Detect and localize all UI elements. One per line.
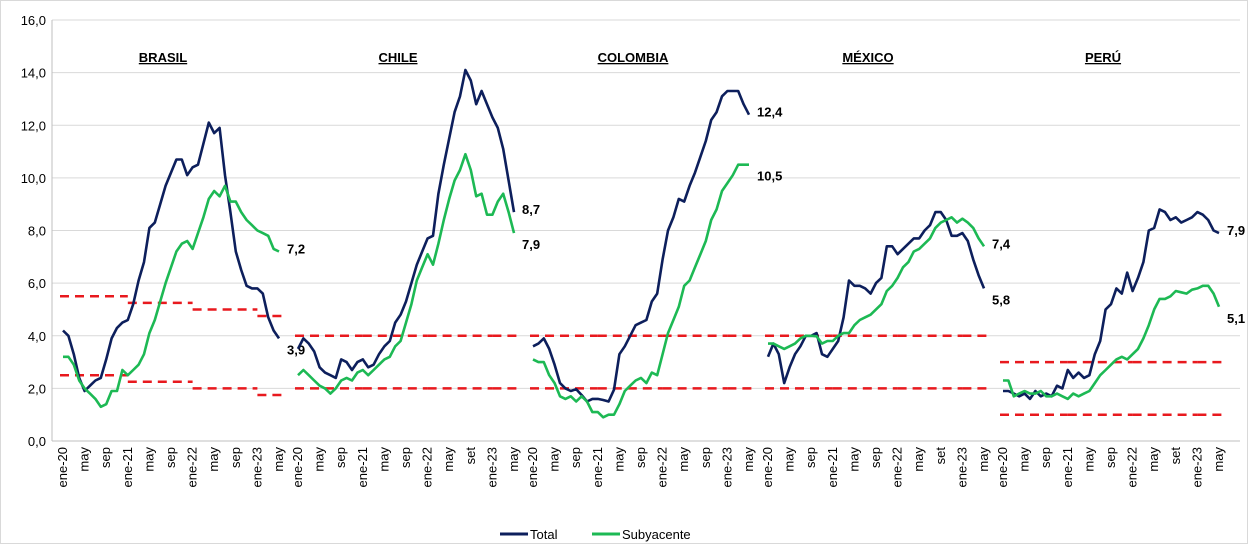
x-tick-label: sep	[698, 447, 713, 468]
x-tick-label: ene-22	[1125, 447, 1140, 487]
line-series	[532, 89, 751, 403]
data-label: 7,2	[287, 242, 305, 257]
x-tick-label: ene-21	[120, 447, 135, 487]
x-tick-label: may	[782, 447, 797, 472]
y-tick-label: 4,0	[28, 329, 46, 344]
x-tick-label: set	[463, 447, 478, 465]
x-tick-label: set	[933, 447, 948, 465]
line-series	[1003, 208, 1220, 401]
x-tick-label: sep	[1103, 447, 1118, 468]
x-tick-label: may	[846, 447, 861, 472]
x-tick-label: ene-22	[655, 447, 670, 487]
x-tick-label: may	[206, 447, 221, 472]
x-tick-label: ene-23	[719, 447, 734, 487]
x-tick-label: sep	[568, 447, 583, 468]
panel-title: MÉXICO	[842, 50, 893, 65]
x-tick-label: ene-21	[355, 447, 370, 487]
data-label: 7,9	[1227, 223, 1245, 238]
x-tick-label: ene-20	[55, 447, 70, 487]
y-tick-label: 12,0	[21, 118, 46, 133]
x-tick-label: may	[741, 447, 756, 472]
panel-title: PERÚ	[1085, 50, 1121, 65]
x-tick-label: sep	[803, 447, 818, 468]
x-tick-label: ene-23	[249, 447, 264, 487]
x-tick-label: may	[312, 447, 327, 472]
data-label: 5,1	[1227, 311, 1245, 326]
x-tick-label: ene-20	[290, 447, 305, 487]
x-tick-label: ene-22	[890, 447, 905, 487]
x-tick-label: ene-20	[760, 447, 775, 487]
line-series	[532, 163, 749, 419]
y-tick-label: 16,0	[21, 13, 46, 28]
x-tick-label: may	[1146, 447, 1161, 472]
x-tick-label: may	[271, 447, 286, 472]
line-series	[1003, 284, 1221, 401]
x-tick-label: ene-21	[825, 447, 840, 487]
y-tick-label: 0,0	[28, 434, 46, 449]
data-label: 7,9	[522, 237, 540, 252]
data-label: 5,8	[992, 292, 1010, 307]
x-tick-label: may	[506, 447, 521, 472]
data-label: 8,7	[522, 202, 540, 217]
data-label: 10,5	[757, 169, 782, 184]
x-tick-label: may	[1081, 447, 1096, 472]
x-tick-label: may	[441, 447, 456, 472]
x-tick-label: sep	[868, 447, 883, 468]
x-tick-label: set	[1168, 447, 1183, 465]
x-tick-label: sep	[398, 447, 413, 468]
line-series	[296, 68, 516, 380]
x-tick-label: sep	[633, 447, 648, 468]
line-series	[62, 121, 281, 393]
panel-title: BRASIL	[139, 50, 187, 65]
x-tick-label: may	[911, 447, 926, 472]
data-label: 7,4	[992, 236, 1011, 251]
x-tick-label: sep	[163, 447, 178, 468]
y-tick-label: 2,0	[28, 381, 46, 396]
x-tick-label: may	[141, 447, 156, 472]
x-tick-label: ene-21	[590, 447, 605, 487]
x-tick-label: ene-20	[995, 447, 1010, 487]
x-tick-label: may	[1211, 447, 1226, 472]
legend-label: Total	[530, 527, 558, 542]
x-tick-label: may	[77, 447, 92, 472]
x-tick-label: ene-23	[1189, 447, 1204, 487]
x-tick-label: ene-20	[525, 447, 540, 487]
x-tick-label: may	[1017, 447, 1032, 472]
y-tick-label: 14,0	[21, 66, 46, 81]
x-tick-label: may	[376, 447, 391, 472]
x-tick-label: ene-22	[420, 447, 435, 487]
y-tick-label: 6,0	[28, 276, 46, 291]
x-tick-label: may	[611, 447, 626, 472]
x-tick-label: sep	[1038, 447, 1053, 468]
line-series	[297, 152, 516, 395]
line-series	[768, 216, 986, 351]
x-tick-label: ene-23	[954, 447, 969, 487]
line-series	[63, 184, 280, 409]
legend-label: Subyacente	[622, 527, 691, 542]
panel-title: CHILE	[379, 50, 418, 65]
x-tick-label: ene-23	[484, 447, 499, 487]
x-tick-label: sep	[228, 447, 243, 468]
panel-title: COLOMBIA	[598, 50, 669, 65]
data-label: 12,4	[757, 105, 783, 120]
data-label: 3,9	[287, 342, 305, 357]
x-tick-label: sep	[333, 447, 348, 468]
y-tick-label: 10,0	[21, 171, 46, 186]
x-tick-label: may	[676, 447, 691, 472]
x-tick-label: sep	[98, 447, 113, 468]
x-tick-label: ene-21	[1060, 447, 1075, 487]
x-tick-label: may	[976, 447, 991, 472]
x-tick-label: may	[547, 447, 562, 472]
line-series	[766, 210, 986, 385]
y-tick-label: 8,0	[28, 224, 46, 239]
x-tick-label: ene-22	[185, 447, 200, 487]
